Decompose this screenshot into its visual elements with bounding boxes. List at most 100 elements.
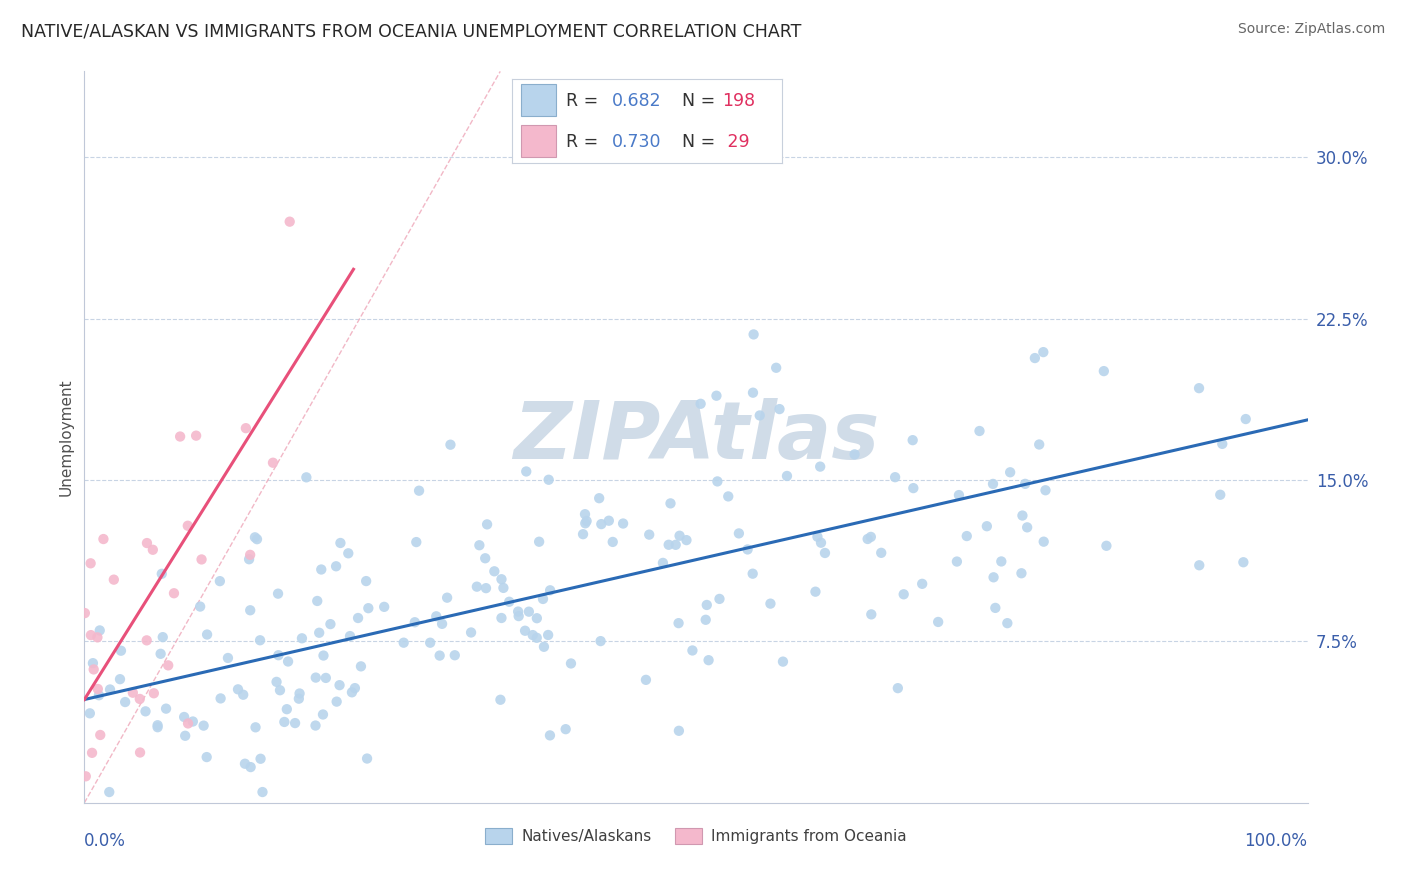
Point — [86, 631, 108, 645]
Point — [173, 710, 195, 724]
Point — [554, 722, 576, 736]
Point — [1211, 437, 1233, 451]
Point — [121, 686, 143, 700]
Point — [537, 473, 560, 487]
Point — [706, 475, 728, 489]
Point — [150, 566, 173, 581]
Point — [152, 630, 174, 644]
Point — [98, 785, 121, 799]
Point — [146, 720, 169, 734]
Point — [893, 587, 915, 601]
Point — [717, 490, 740, 504]
Point — [174, 729, 197, 743]
Point — [347, 611, 370, 625]
Point — [484, 564, 506, 578]
Point — [235, 421, 257, 435]
Point — [527, 534, 550, 549]
Point — [810, 535, 832, 549]
Point — [136, 536, 159, 550]
Point — [163, 586, 186, 600]
Point — [1188, 381, 1211, 395]
Point — [80, 628, 103, 642]
Point — [195, 627, 218, 641]
Point — [522, 628, 544, 642]
Point — [538, 583, 561, 598]
Point — [108, 672, 131, 686]
Point — [806, 530, 828, 544]
Point — [87, 688, 110, 702]
Point — [538, 728, 561, 742]
Point — [329, 536, 352, 550]
Point — [765, 360, 787, 375]
Point — [436, 591, 458, 605]
Point — [354, 574, 377, 588]
Point — [742, 385, 765, 400]
Point — [860, 607, 883, 622]
Point — [110, 643, 132, 657]
Point — [475, 581, 498, 595]
Point — [695, 613, 717, 627]
Point — [668, 723, 690, 738]
Point — [312, 707, 335, 722]
Point — [969, 424, 991, 438]
Point — [93, 532, 115, 546]
Point — [948, 488, 970, 502]
Point — [249, 633, 271, 648]
Point — [288, 686, 311, 700]
Text: Source: ZipAtlas.com: Source: ZipAtlas.com — [1237, 22, 1385, 37]
Point — [998, 465, 1021, 479]
Point — [1188, 558, 1211, 573]
Text: 0.0%: 0.0% — [84, 832, 127, 850]
Point — [927, 615, 949, 629]
Point — [468, 538, 491, 552]
Point — [776, 469, 799, 483]
Point — [252, 785, 274, 799]
Point — [142, 542, 165, 557]
Point — [808, 459, 831, 474]
Point — [276, 702, 298, 716]
Point — [1017, 520, 1039, 534]
Point — [419, 636, 441, 650]
Point — [304, 718, 326, 732]
Point — [1028, 437, 1050, 451]
Point — [903, 481, 925, 495]
Point — [98, 682, 121, 697]
Point — [560, 657, 582, 671]
Point — [328, 678, 350, 692]
Point — [737, 542, 759, 557]
Point — [696, 598, 718, 612]
Point — [79, 706, 101, 721]
Point — [870, 546, 893, 560]
Point — [759, 597, 782, 611]
Point — [309, 562, 332, 576]
Point — [859, 530, 882, 544]
Point — [308, 625, 330, 640]
Point — [217, 651, 239, 665]
Point — [508, 605, 530, 619]
Point — [75, 769, 97, 783]
Point — [887, 681, 910, 695]
Point — [665, 538, 688, 552]
Point — [491, 611, 513, 625]
Point — [1014, 476, 1036, 491]
Point — [658, 538, 681, 552]
Point — [659, 496, 682, 510]
Point — [89, 728, 111, 742]
Point — [356, 751, 378, 765]
Point — [675, 533, 697, 548]
Point — [995, 616, 1018, 631]
Point — [128, 692, 150, 706]
Point — [492, 581, 515, 595]
Point — [269, 683, 291, 698]
Point — [439, 438, 461, 452]
Point — [114, 695, 136, 709]
Point — [1032, 534, 1054, 549]
Point — [87, 681, 110, 696]
Point — [591, 517, 613, 532]
Point — [169, 429, 191, 443]
Point — [350, 659, 373, 673]
Point — [443, 648, 465, 663]
Point — [706, 389, 728, 403]
Point — [976, 519, 998, 533]
Point — [638, 527, 661, 541]
